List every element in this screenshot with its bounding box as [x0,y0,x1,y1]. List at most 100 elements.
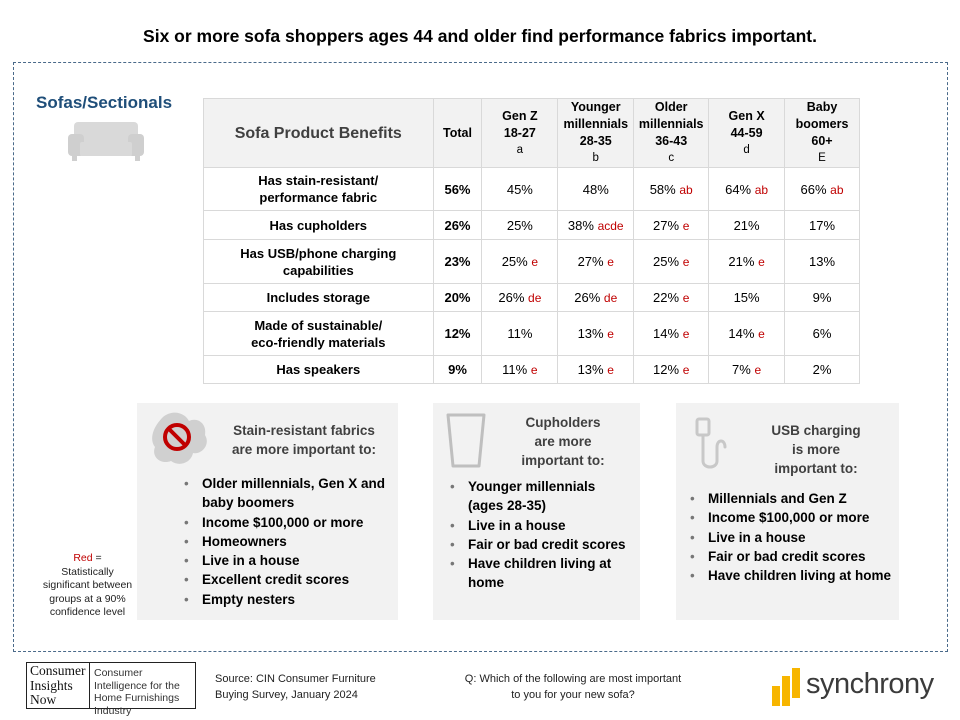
list-item: Income $100,000 or more [687,508,892,528]
content-frame [13,62,948,652]
benefit-column-header: Sofa Product Benefits [203,98,434,168]
cup-icon [446,413,486,468]
column-header-gen-x: Gen X 44-59 d [708,98,786,168]
section-title: Sofas/Sectionals [36,93,173,112]
significance-letters: e [758,255,765,269]
cell-value: 9% [784,283,860,312]
cell-value: 66% ab [784,167,860,211]
significance-letters: de [528,291,542,305]
cell-value: 25% e [633,239,710,284]
cell-value: 26% de [481,283,559,312]
synchrony-bars-icon [772,668,800,706]
benefit-label: Includes storage [203,283,434,312]
list-item: Homeowners [181,532,391,552]
table-row: Has cupholders 26% 25% 38% acde 27% e 21% 17% [203,210,860,240]
total-value: 9% [432,355,483,384]
total-value: 56% [432,167,483,211]
significance-letters: e [682,255,690,269]
usb-cable-icon [695,417,727,469]
significance-letters: e [682,327,690,341]
column-header-baby-boomers: Baby boomers 60+ E [784,98,860,168]
cell-value: 22% e [633,283,710,312]
list-item: Older millennials, Gen X and baby boomer… [181,474,391,513]
list-item: Live in a house [447,516,632,536]
cell-value: 13% [784,239,860,284]
cell-value: 6% [784,311,860,356]
significance-letters: acde [597,218,624,233]
synchrony-wordmark: synchrony [806,668,934,700]
table-body: Has stain-resistant/performance fabric 56… [203,167,860,384]
cell-value: 27% e [633,210,710,240]
stain-resistant-panel: Stain-resistant fabrics are more importan… [137,403,398,620]
cell-value: 38% acde [557,210,635,240]
cupholders-panel-list: Younger millennials (ages 28-35)Live in … [447,477,632,593]
cell-value: 11% e [481,355,559,384]
cin-logo: Consumer Insights Now Consumer Intellige… [26,662,196,717]
stain-panel-list: Older millennials, Gen X and baby boomer… [181,474,391,609]
column-header-older-millennials: Older millennials 36-43 c [633,98,710,168]
cell-value: 17% [784,210,860,240]
significance-letters: e [682,363,690,377]
cin-logo-tagline: Consumer Intelligence for the Home Furni… [94,667,180,717]
total-value: 20% [432,283,483,312]
significance-letters: e [531,255,539,269]
stain-panel-title: Stain-resistant fabrics are more importan… [231,423,377,457]
cell-value: 48% [557,167,635,211]
cell-value: 7% e [708,355,786,384]
cell-value: 25% [481,210,559,240]
sofa-icon [68,122,144,161]
list-item: Millennials and Gen Z [687,489,892,509]
source-note: Source: CIN Consumer Furniture Buying Sur… [215,673,376,701]
benefit-label: Has stain-resistant/performance fabric [203,167,434,211]
list-item: Younger millennials (ages 28-35) [447,477,632,516]
column-header-total: Total [432,98,483,168]
cell-value: 25% e [481,239,559,284]
list-item: Fair or bad credit scores [687,547,892,567]
total-value: 23% [432,239,483,284]
no-stain-icon [152,412,207,464]
significance-letters: e [607,363,614,377]
column-header-younger-millennials: Younger millennials 28-35 b [557,98,635,168]
significance-letters: e [682,291,690,305]
cin-logo-wordmark: Consumer Insights Now [27,663,90,708]
table-row: Has stain-resistant/performance fabric 56… [203,167,860,211]
usb-panel-title: USB charging is more important to: [771,423,861,476]
table-row: Includes storage 20% 26% de 26% de 22% e 15% 9… [203,283,860,312]
cell-value: 58% ab [633,167,710,211]
cell-value: 21% [708,210,786,240]
cell-value: 13% e [557,355,635,384]
list-item: Have children living at home [447,554,632,593]
cell-value: 21% e [708,239,786,284]
table-header-row: Sofa Product Benefits Total Gen Z 18-27 a … [203,98,860,168]
column-header-gen-z: Gen Z 18-27 a [481,98,559,168]
cell-value: 13% e [557,311,635,356]
cell-value: 26% de [557,283,635,312]
list-item: Fair or bad credit scores [447,535,632,555]
significance-letters: ab [679,182,693,197]
benefit-label: Has speakers [203,355,434,384]
cell-value: 14% e [633,311,710,356]
significance-note: Red = Statistically significant between … [42,552,133,618]
benefit-label: Has USB/phone charging capabilities [203,239,434,284]
list-item: Empty nesters [181,590,391,610]
synchrony-logo: synchrony [770,668,945,708]
cell-value: 14% e [708,311,786,356]
total-value: 12% [432,311,483,356]
significance-letters: ab [754,182,769,197]
significance-letters: ab [830,182,844,197]
cell-value: 45% [481,167,559,211]
cell-value: 11% [481,311,559,356]
benefits-table: Sofa Product Benefits Total Gen Z 18-27 a … [203,98,860,384]
significance-letters: e [607,327,614,341]
significance-letters: e [682,218,690,233]
total-value: 26% [432,210,483,240]
list-item: Income $100,000 or more [181,513,391,533]
benefit-label: Made of sustainable/eco-friendly materia… [203,311,434,356]
usb-panel-list: Millennials and Gen ZIncome $100,000 or … [687,489,892,586]
benefit-label: Has cupholders [203,210,434,240]
significance-letters: e [607,255,614,269]
cell-value: 64% ab [708,167,786,211]
significance-letters: e [754,363,762,377]
